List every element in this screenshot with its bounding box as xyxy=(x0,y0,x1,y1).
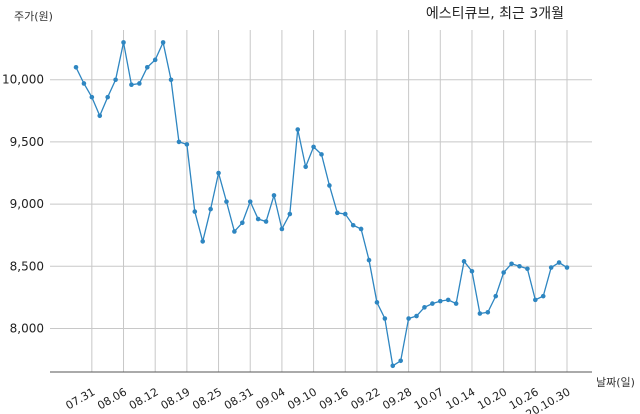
data-point xyxy=(374,300,380,305)
x-tick-label: 10.07 xyxy=(412,385,446,412)
data-point xyxy=(208,206,213,212)
data-point xyxy=(556,260,562,265)
x-tick-label: 08.25 xyxy=(190,385,224,412)
x-tick-label: 09.16 xyxy=(317,385,351,412)
data-point xyxy=(414,313,419,319)
data-point xyxy=(342,211,348,217)
x-tick-labels: 07.3108.0608.1208.1908.2508.3109.0409.10… xyxy=(64,385,573,414)
data-point xyxy=(184,142,190,147)
data-point xyxy=(358,226,364,232)
data-point xyxy=(81,81,87,86)
y-tick-label: 8,500 xyxy=(10,259,44,273)
data-point xyxy=(319,152,324,157)
data-point xyxy=(129,82,134,88)
data-point xyxy=(263,219,269,224)
data-point xyxy=(113,77,118,83)
data-point xyxy=(430,301,435,306)
x-tick-label: 09.10 xyxy=(285,385,319,412)
data-point xyxy=(469,268,475,274)
data-point xyxy=(548,265,554,270)
data-point xyxy=(437,298,443,304)
grid-lines xyxy=(50,30,592,372)
y-tick-label: 10,000 xyxy=(2,73,44,87)
data-point xyxy=(303,164,308,170)
data-point xyxy=(137,81,142,86)
x-tick-label: 10.14 xyxy=(444,385,478,412)
x-tick-label: 08.12 xyxy=(127,385,161,412)
x-tick-label: 08.31 xyxy=(222,385,256,412)
data-point xyxy=(105,94,110,100)
data-point xyxy=(564,265,570,270)
data-point xyxy=(461,259,467,264)
data-point xyxy=(485,310,491,315)
data-point xyxy=(311,144,316,150)
data-point xyxy=(453,301,459,306)
data-point xyxy=(97,113,103,119)
data-point xyxy=(295,127,301,132)
data-point xyxy=(422,305,427,310)
x-tick-label: 09.04 xyxy=(254,385,288,412)
data-point xyxy=(160,40,166,45)
x-tick-label: 10.20 xyxy=(475,385,509,412)
data-point xyxy=(176,139,182,145)
data-point xyxy=(224,199,229,204)
x-tick-label: 07.31 xyxy=(64,385,98,412)
data-point xyxy=(390,363,396,369)
data-point xyxy=(517,263,522,269)
data-point xyxy=(540,293,546,299)
price-points xyxy=(73,40,570,369)
data-point xyxy=(73,65,79,70)
data-point xyxy=(533,297,538,303)
y-tick-label: 9,500 xyxy=(10,135,44,149)
data-point xyxy=(493,293,499,299)
data-point xyxy=(192,209,198,214)
data-point xyxy=(271,193,277,198)
data-point xyxy=(255,216,261,222)
x-tick-label: 09.28 xyxy=(380,385,414,412)
data-point xyxy=(247,199,253,204)
data-point xyxy=(366,257,372,263)
data-point xyxy=(501,270,506,275)
y-axis-label: 주가(원) xyxy=(14,10,53,23)
data-point xyxy=(144,65,150,70)
data-point xyxy=(350,222,356,228)
data-point xyxy=(121,40,126,45)
data-point xyxy=(216,170,221,176)
data-point xyxy=(327,183,332,188)
data-point xyxy=(168,77,174,83)
data-point xyxy=(89,94,95,100)
data-point xyxy=(335,210,340,216)
y-tick-labels: 8,000 8,500 9,000 9,500 10,000 xyxy=(2,73,44,336)
x-tick-label: 08.06 xyxy=(95,385,129,412)
data-point xyxy=(240,220,245,226)
x-axis-label: 날짜(일) xyxy=(596,375,635,389)
data-point xyxy=(232,229,237,234)
data-point xyxy=(445,297,451,303)
x-tick-label: 09.22 xyxy=(349,385,383,412)
data-point xyxy=(406,316,411,321)
data-point xyxy=(287,211,293,217)
data-point xyxy=(398,358,403,364)
y-tick-label: 9,000 xyxy=(10,197,44,211)
chart-title: 에스티큐브, 최근 3개월 xyxy=(426,6,564,22)
data-point xyxy=(509,261,514,267)
data-point xyxy=(382,316,388,321)
data-point xyxy=(525,266,530,272)
data-point xyxy=(152,57,158,63)
data-point xyxy=(279,226,285,232)
data-point xyxy=(200,239,206,244)
data-point xyxy=(477,311,483,316)
x-tick-label: 08.19 xyxy=(159,385,193,412)
y-tick-label: 8,000 xyxy=(10,321,44,335)
